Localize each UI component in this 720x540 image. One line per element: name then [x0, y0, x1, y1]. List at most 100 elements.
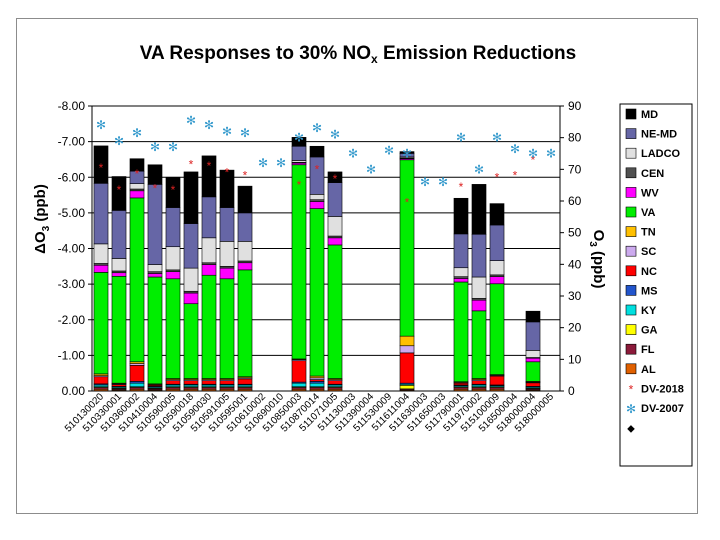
chart-frame: VA Responses to 30% NOx Emission Reducti…: [16, 18, 698, 514]
legend-label-ladco: LADCO: [641, 148, 681, 160]
marker-dv-2007: ✻: [474, 162, 484, 176]
bar-segment-va: [327, 244, 343, 379]
left-tick-label: -5.00: [58, 206, 86, 220]
legend-swatch-tn: [625, 226, 637, 237]
bar-segment-ne-md: [453, 233, 469, 269]
marker-dv-2018: *: [135, 167, 140, 181]
right-tick-label: 30: [568, 289, 582, 303]
bar-segment-va: [525, 361, 541, 382]
right-axis-title: O3 (ppb): [587, 230, 607, 289]
bar-segment-md: [327, 171, 343, 183]
left-tick-label: -6.00: [58, 170, 86, 184]
left-tick-label: -7.00: [58, 135, 86, 149]
bar-segment-nc: [183, 380, 199, 385]
bar-segment-ne-md: [165, 207, 181, 248]
bar-segment-ladco: [453, 267, 469, 277]
bar-segment-wv: [471, 299, 487, 312]
marker-dv-2007: ✻: [402, 147, 412, 161]
left-tick-label: -3.00: [58, 277, 86, 291]
marker-dv-2007: ✻: [420, 175, 430, 189]
legend-label-md: MD: [641, 109, 658, 121]
left-axis-title-sub: 3: [41, 225, 52, 231]
chart-title-main: VA Responses to 30% NO: [140, 43, 371, 64]
marker-dv-2007: ✻: [114, 134, 124, 148]
right-tick-label: 40: [568, 257, 582, 271]
marker-dv-2007: ✻: [294, 131, 304, 145]
bar-segment-md: [453, 197, 469, 235]
marker-dv-2007: ✻: [438, 175, 448, 189]
legend-swatch-ne-md: [625, 128, 637, 139]
legend-swatch-va: [625, 206, 637, 218]
marker-dv-2007: ✻: [510, 142, 520, 156]
legend-swatch-wv: [625, 187, 637, 198]
left-axis-title-suffix: (ppb): [32, 184, 49, 226]
marker-dv-2018: *: [495, 170, 500, 184]
bar-segment-sc: [399, 345, 415, 354]
marker-dv-2018: *: [315, 162, 320, 176]
marker-dv-2018: *: [153, 181, 158, 195]
bar-segment-ne-md: [489, 224, 505, 261]
bar-segment-ne-md: [111, 210, 127, 259]
bar-segment-ne-md: [93, 183, 109, 245]
marker-dv-2007: ✻: [330, 128, 340, 142]
bar-segment-md: [93, 145, 109, 184]
marker-dv-2007: ✻: [456, 131, 466, 145]
left-axis-title: ΔO3 (ppb): [32, 184, 52, 254]
marker-dv-2018: *: [531, 153, 536, 167]
marker-dv-2007: ✻: [348, 147, 358, 161]
bar-segment-wv: [111, 272, 127, 277]
chart-title-subscript: x: [371, 52, 378, 66]
legend-label-ky: KY: [641, 305, 657, 317]
bar-segment-wv: [309, 201, 325, 209]
marker-layer: **** ** * * ******* **✻✻✻✻ ✻✻ ✻ ✻ ✻✻ ✻✻✻ ✻✻✻✻ ✻✻ ✻✻✻✻…: [96, 113, 556, 209]
bar-segment-ladco: [525, 350, 541, 358]
legend-label-tn: TN: [641, 227, 656, 239]
marker-dv-2007: ✻: [258, 156, 268, 170]
bar-segment-ladco: [309, 194, 325, 200]
legend-label-ms: MS: [641, 285, 658, 297]
marker-dv-2007: ✻: [168, 140, 178, 154]
bar-segment-va: [489, 283, 505, 375]
left-tick-label: -2.00: [58, 313, 86, 327]
bar-segment-ladco: [237, 241, 253, 262]
marker-dv-2007: ✻: [492, 131, 502, 145]
bar-segment-wv: [237, 262, 253, 271]
marker-dv-2018: *: [225, 166, 230, 180]
bar-segment-ne-md: [291, 145, 307, 161]
bar-segment-va: [219, 278, 235, 379]
plot-area: [91, 105, 561, 392]
bar-segment-wv: [327, 237, 343, 246]
legend-label-wv: WV: [641, 187, 659, 199]
bar-segment-md: [111, 176, 127, 211]
bar-segment-nc: [291, 360, 307, 383]
bar-segment-ladco: [201, 237, 217, 264]
marker-dv-2007: ✻: [150, 140, 160, 154]
bar-segment-wv: [525, 357, 541, 363]
marker-dv-2018: *: [189, 158, 194, 172]
legend-swatch-cen: [625, 167, 637, 179]
bar-segment-va: [471, 310, 487, 379]
legend-swatch-sc: [625, 245, 637, 257]
marker-dv-2007: ✻: [186, 113, 196, 127]
bar-segment-va: [291, 164, 307, 360]
marker-dv-2007: ✻: [528, 147, 538, 161]
bar-segment-wv: [219, 267, 235, 280]
bar-segment-wv: [201, 264, 217, 276]
bar-segment-md: [129, 158, 145, 172]
bar-segment-md: [291, 137, 307, 147]
right-tick-label: 80: [568, 131, 582, 145]
marker-dv-2007: ✻: [384, 143, 394, 157]
bar-segment-nc: [399, 352, 415, 384]
right-tick-label: 50: [568, 226, 582, 240]
marker-dv-2018: *: [333, 172, 338, 186]
legend-swatch-ms: [625, 285, 637, 296]
bar-segment-md: [399, 151, 415, 154]
bar-segment-wv: [129, 190, 145, 199]
bar-segment-md: [147, 164, 163, 185]
right-tick-label: 90: [568, 99, 582, 113]
bar-segment-nc: [129, 365, 145, 382]
legend-label-cen: CEN: [641, 168, 664, 180]
bar-segment-ne-md: [201, 196, 217, 239]
bar-segment-nc: [525, 382, 541, 387]
legend-box: [619, 103, 693, 467]
